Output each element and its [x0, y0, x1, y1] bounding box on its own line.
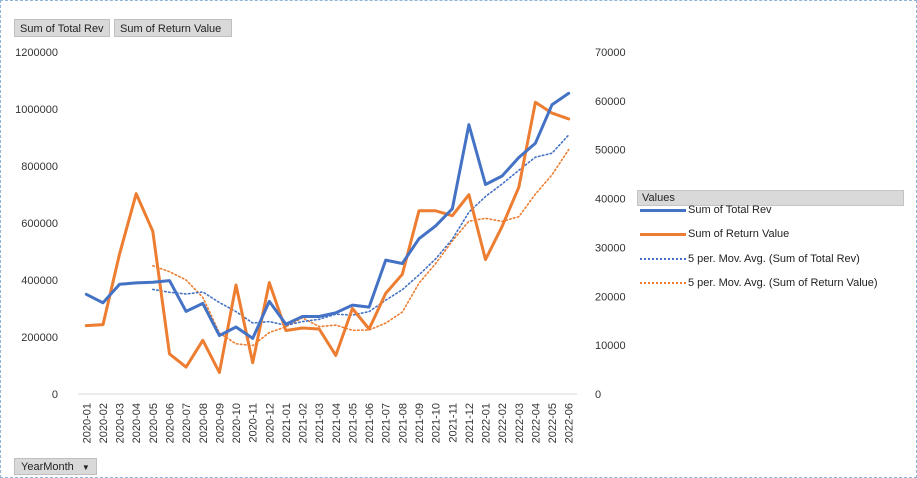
x-tick-label: 2022-02 — [497, 403, 509, 443]
series-line-2[interactable] — [84, 100, 571, 374]
legend-label: Sum of Total Rev — [688, 204, 772, 216]
x-tick-label: 2020-12 — [264, 403, 276, 443]
series-layer — [84, 91, 571, 374]
x-tick-label: 2020-05 — [148, 403, 160, 443]
series-line-3[interactable] — [152, 134, 570, 327]
x-tick-label: 2021-07 — [381, 403, 393, 443]
y-left-tick-label: 200000 — [21, 332, 58, 344]
field-button-total-rev[interactable]: Sum of Total Rev — [14, 19, 110, 37]
x-tick-label: 2020-08 — [198, 403, 210, 443]
x-tick-label: 2021-09 — [414, 403, 426, 443]
field-button-return-value[interactable]: Sum of Return Value — [114, 19, 232, 37]
x-tick-label: 2020-07 — [181, 403, 193, 443]
x-tick-label: 2021-01 — [281, 403, 293, 443]
y-left-tick-label: 600000 — [21, 218, 58, 230]
y-right-tick-label: 30000 — [595, 242, 626, 254]
dropdown-arrow-icon[interactable]: ▼ — [81, 463, 90, 472]
x-tick-label: 2021-06 — [364, 403, 376, 443]
x-tick-label: 2021-12 — [464, 403, 476, 443]
legend-item[interactable]: Sum of Return Value — [640, 226, 789, 242]
legend-swatch — [640, 232, 686, 236]
y-left-tick-label: 800000 — [21, 161, 58, 173]
y-right-tick-label: 20000 — [595, 291, 626, 303]
x-axis: 2020-01 2020-02 2020-03 2020-04 2020-05 2020-… — [81, 403, 575, 443]
x-tick-label: 2020-09 — [214, 403, 226, 443]
legend-item[interactable]: Sum of Total Rev — [640, 202, 772, 218]
y-axis-right: 0 10000 20000 30000 40000 50000 60000 70000 — [595, 47, 626, 401]
legend-swatch — [640, 208, 686, 212]
x-tick-label: 2021-04 — [331, 403, 343, 443]
legend-label: 5 per. Mov. Avg. (Sum of Total Rev) — [688, 253, 860, 265]
x-tick-label: 2021-08 — [397, 403, 409, 443]
y-right-tick-label: 10000 — [595, 340, 626, 352]
x-tick-label: 2020-02 — [98, 403, 110, 443]
x-tick-label: 2021-11 — [447, 403, 459, 443]
x-tick-label: 2021-05 — [347, 403, 359, 443]
y-right-tick-label: 50000 — [595, 145, 626, 157]
x-tick-label: 2020-04 — [131, 403, 143, 443]
x-tick-label: 2020-10 — [231, 403, 243, 443]
y-right-tick-label: 40000 — [595, 194, 626, 206]
x-tick-label: 2021-03 — [314, 403, 326, 443]
x-tick-label: 2021-10 — [431, 403, 443, 443]
legend-label: 5 per. Mov. Avg. (Sum of Return Value) — [688, 277, 878, 289]
x-tick-label: 2022-05 — [547, 403, 559, 443]
series-line-1[interactable] — [84, 91, 571, 340]
x-tick-label: 2020-06 — [164, 403, 176, 443]
x-tick-label: 2022-06 — [564, 403, 576, 443]
y-right-tick-label: 60000 — [595, 96, 626, 108]
x-tick-label: 2022-03 — [514, 403, 526, 443]
y-right-tick-label: 70000 — [595, 47, 626, 59]
y-left-tick-label: 1200000 — [15, 47, 58, 59]
x-tick-label: 2020-11 — [248, 403, 260, 443]
y-left-tick-label: 400000 — [21, 275, 58, 287]
x-tick-label: 2020-01 — [81, 403, 93, 443]
series-line-4[interactable] — [152, 148, 570, 347]
y-axis-left: 0 200000 400000 600000 800000 1000000 1200000 — [15, 47, 58, 401]
x-tick-label: 2022-04 — [530, 403, 542, 443]
x-tick-label: 2021-02 — [298, 403, 310, 443]
legend-swatch — [640, 258, 686, 260]
y-left-tick-label: 0 — [52, 389, 58, 401]
y-left-tick-label: 1000000 — [15, 104, 58, 116]
legend-label: Sum of Return Value — [688, 228, 790, 240]
y-right-tick-label: 0 — [595, 389, 601, 401]
legend-item[interactable]: 5 per. Mov. Avg. (Sum of Total Rev) — [640, 251, 860, 267]
yearmonth-field-button[interactable]: YearMonth ▼ — [14, 458, 97, 475]
legend-item[interactable]: 5 per. Mov. Avg. (Sum of Return Value) — [640, 275, 878, 291]
legend-swatch — [640, 282, 686, 284]
legend-header[interactable]: Values — [637, 190, 904, 206]
x-tick-label: 2020-03 — [115, 403, 127, 443]
x-tick-label: 2022-01 — [481, 403, 493, 443]
yearmonth-label: YearMonth — [21, 461, 74, 473]
